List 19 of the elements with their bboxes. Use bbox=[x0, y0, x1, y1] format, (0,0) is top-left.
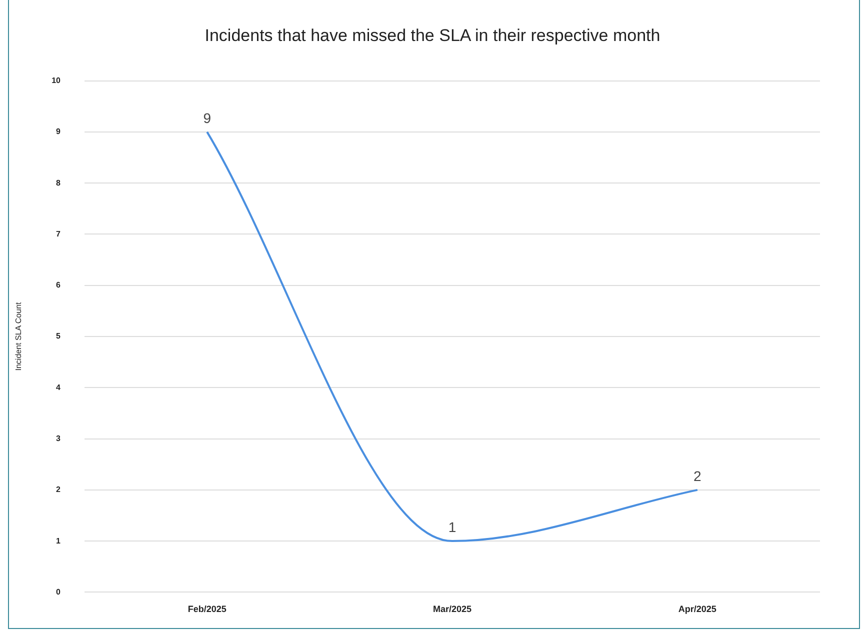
x-tick-label: Feb/2025 bbox=[188, 604, 226, 614]
y-tick-label: 2 bbox=[56, 485, 62, 494]
y-tick-label: 9 bbox=[56, 127, 62, 136]
x-tick-label: Apr/2025 bbox=[678, 604, 716, 614]
y-tick-label: 3 bbox=[56, 434, 62, 443]
y-tick-label: 7 bbox=[56, 229, 62, 238]
y-axis-title: Incident SLA Count bbox=[14, 301, 24, 371]
x-tick-label: Mar/2025 bbox=[432, 604, 472, 614]
y-tick-label: 10 bbox=[52, 76, 62, 86]
y-tick-label: 6 bbox=[56, 280, 62, 290]
y-tick-label: 1 bbox=[56, 536, 62, 546]
data-label: 2 bbox=[694, 468, 702, 484]
y-tick-label: 4 bbox=[56, 382, 62, 392]
chart-title: Incidents that have missed the SLA in their respective month bbox=[204, 26, 662, 46]
y-tick-label: 0 bbox=[56, 587, 62, 596]
data-label: 1 bbox=[448, 518, 456, 535]
y-tick-label: 5 bbox=[56, 332, 62, 341]
data-label: 9 bbox=[203, 110, 212, 126]
y-tick-label: 8 bbox=[56, 178, 62, 188]
